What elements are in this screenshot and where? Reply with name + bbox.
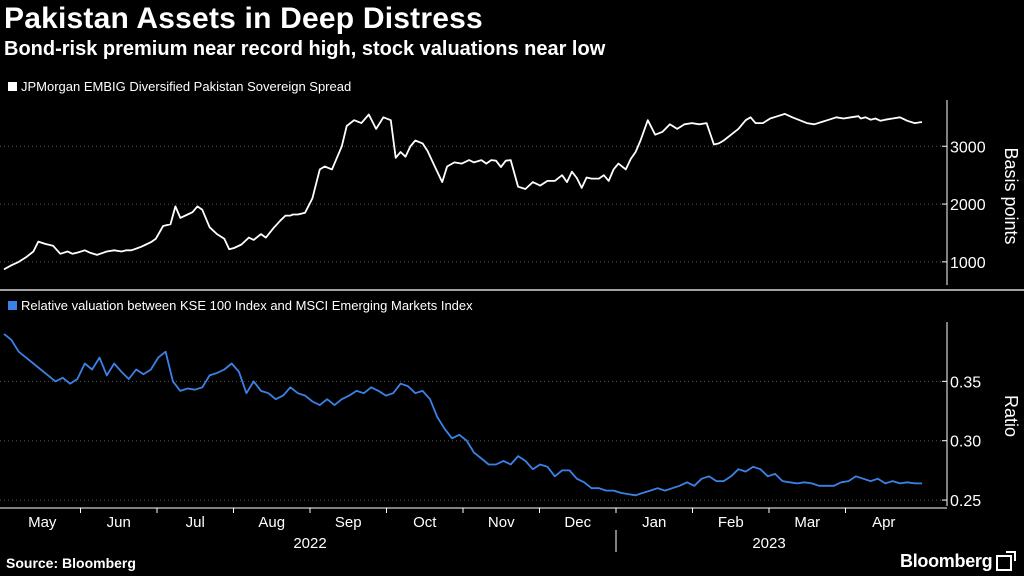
x-tick-label: Feb	[718, 514, 744, 531]
x-tick-label: Jul	[186, 514, 205, 531]
legend-label-spread: JPMorgan EMBIG Diversified Pakistan Sove…	[21, 79, 351, 94]
x-tick-label: Apr	[872, 514, 895, 531]
y-tick-label-spread: 2000	[950, 197, 986, 214]
legend-swatch-valuation	[8, 301, 17, 310]
y-axis-title-top: Basis points	[1001, 147, 1021, 244]
chart-subtitle: Bond-risk premium near record high, stoc…	[4, 38, 606, 60]
y-tick-label-valuation: 0.25	[950, 493, 981, 510]
bloomberg-mark-icon	[996, 551, 1016, 571]
y-axis-title-bottom: Ratio	[1001, 395, 1021, 437]
x-tick-label: Sep	[335, 514, 362, 531]
x-tick-label: Oct	[413, 514, 437, 531]
y-tick-label-valuation: 0.35	[950, 374, 981, 391]
x-tick-label: Mar	[794, 514, 820, 531]
x-tick-label: Aug	[258, 514, 285, 531]
x-axis: May Jun Jul Aug Sep Oct Nov Dec Jan Feb Mar Apr 2022…	[0, 507, 947, 552]
x-tick-label: Nov	[488, 514, 515, 531]
x-tick-label: Dec	[564, 514, 591, 531]
source-note: Source: Bloomberg	[6, 555, 136, 571]
legend-swatch-spread	[8, 82, 17, 91]
y-tick-label-valuation: 0.30	[950, 434, 981, 451]
valuation-panel: 0.25 0.30 0.35	[0, 322, 981, 510]
y-tick-label-spread: 1000	[950, 255, 986, 272]
year-label-2023: 2023	[752, 535, 785, 552]
series-line-valuation	[3, 333, 922, 497]
x-tick-label: Jun	[107, 514, 131, 531]
bloomberg-logo: Bloomberg	[900, 551, 993, 571]
y-tick-label-spread: 3000	[950, 139, 986, 156]
x-tick-label: May	[28, 514, 57, 531]
x-tick-label: Jan	[642, 514, 666, 531]
legend-label-valuation: Relative valuation between KSE 100 Index…	[21, 298, 473, 313]
spread-panel: 1000 2000 3000	[0, 100, 986, 285]
year-label-2022: 2022	[293, 535, 326, 552]
chart-title: Pakistan Assets in Deep Distress	[4, 2, 483, 35]
series-line-spread	[3, 113, 923, 271]
